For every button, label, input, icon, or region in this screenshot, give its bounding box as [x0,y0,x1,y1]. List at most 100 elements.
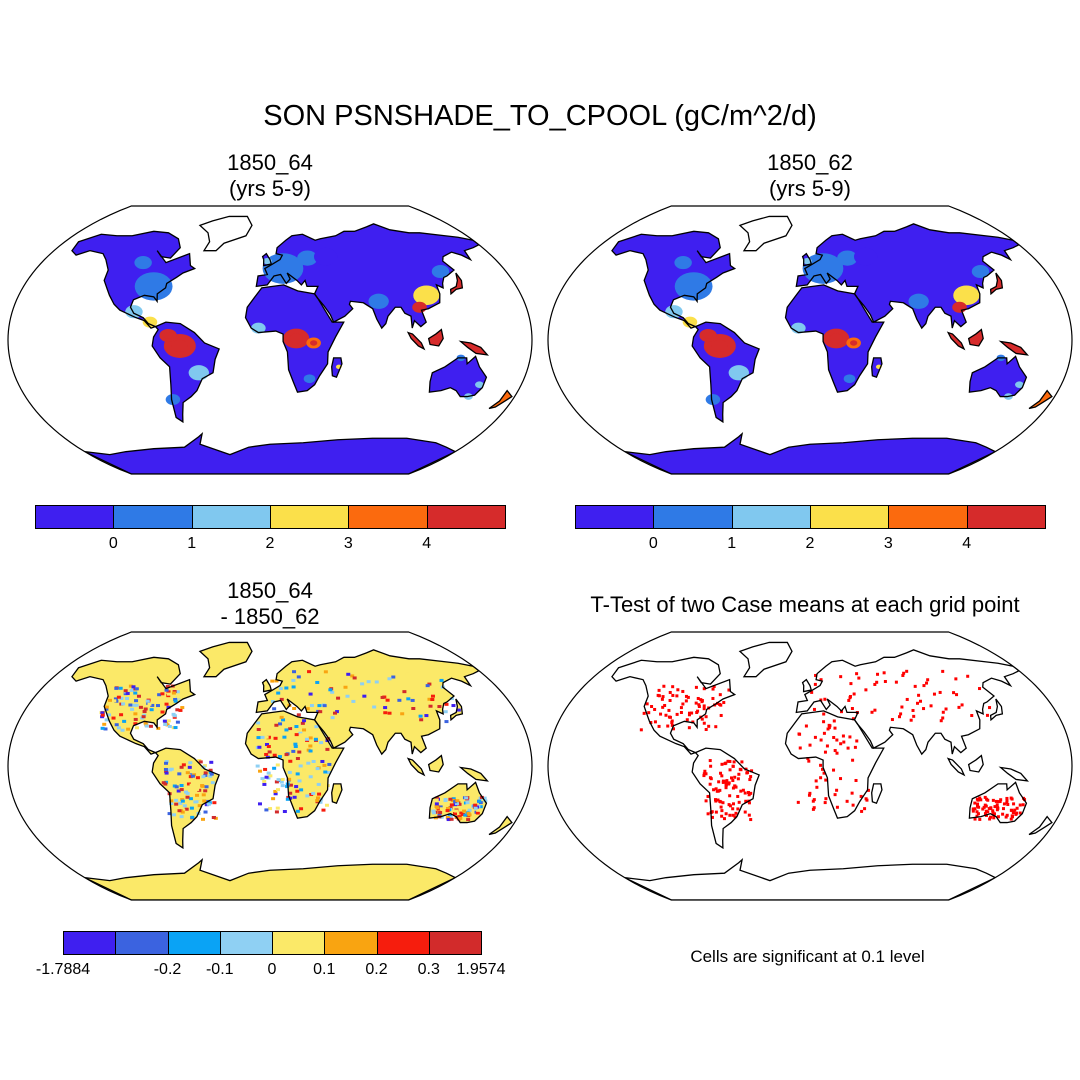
value-patch [853,247,878,266]
grid-cell [676,688,680,692]
grid-cell [321,808,326,812]
grid-cell [702,772,706,776]
grid-cell [730,776,734,780]
grid-cell [300,736,305,740]
grid-cell [1005,799,1009,803]
grid-cell [899,712,903,716]
grid-cell [708,782,712,786]
grid-cell [345,703,350,707]
colorbar-label: -0.1 [205,961,234,978]
grid-cell [308,749,313,753]
grid-cell [690,711,694,715]
grid-cell [291,749,296,753]
grid-cell [133,712,138,716]
grid-cell [719,771,723,775]
grid-cell [262,779,267,783]
grid-cell [294,785,299,789]
grid-cell [1005,796,1009,800]
map-panel-case2 [547,205,1073,475]
grid-cell [941,710,945,714]
grid-cell [804,724,808,728]
grid-cell [362,694,367,698]
grid-cell [177,772,182,776]
grid-cell [281,718,286,722]
grid-cell [823,697,827,701]
grid-cell [114,723,119,727]
grid-cell [131,685,136,689]
grid-cell [273,792,278,796]
grid-cell [859,794,863,798]
grid-cell [167,768,172,772]
grid-cell [327,762,332,766]
grid-cell [727,688,731,692]
coastline-madagascar [871,357,883,379]
value-patch [955,304,964,311]
grid-cell [733,784,737,788]
grid-cell [976,798,980,802]
coastline-britain [261,678,273,693]
grid-cell [292,670,297,674]
value-patch [802,253,844,284]
coastline-eurasia [255,223,481,330]
grid-cell [439,815,444,819]
grid-cell [736,777,740,781]
grid-cell [439,807,444,811]
grid-cell [282,735,287,739]
grid-cell [882,671,886,675]
grid-cell [807,759,811,763]
grid-cell [819,776,823,780]
map-panel-case1 [7,205,533,475]
grid-cell [271,797,276,801]
grid-cell [166,694,171,698]
grid-cell [260,777,265,781]
grid-cell [453,800,458,804]
grid-cell [306,761,311,765]
grid-cell [163,782,168,786]
grid-cell [434,796,439,800]
grid-cell [1004,815,1008,819]
grid-cell [367,673,372,677]
grid-cell [463,813,468,817]
grid-cell [297,750,302,754]
grid-cell [977,805,981,809]
grid-cell [285,797,290,801]
grid-cell [172,714,177,718]
grid-cell [808,791,812,795]
grid-cell [125,697,130,701]
grid-cell [437,705,442,709]
grid-cell [128,684,133,688]
grid-cell [177,809,182,813]
grid-cell [134,699,139,703]
value-patch [188,365,209,381]
grid-cell [434,804,439,808]
grid-cell [726,759,730,763]
grid-cell [336,696,341,700]
colorbar-swatch [966,505,1046,529]
grid-cell [292,706,297,710]
grid-cell [978,817,982,821]
value-patch [297,250,318,266]
grid-cell [174,785,179,789]
grid-cell [457,815,462,819]
grid-cell [746,790,750,794]
colorbar-label: 2 [265,535,275,552]
coastline-samerica [151,747,220,850]
grid-cell [704,727,708,731]
grid-cell [863,807,867,811]
grid-cell [994,799,998,803]
grid-cell [748,778,752,782]
grid-cell [424,714,429,718]
grid-cell [447,804,452,808]
grid-cell [722,701,726,705]
grid-cell [973,817,977,821]
grid-cell [275,747,280,751]
value-patch [837,250,858,266]
grid-cell [926,678,930,682]
grid-cell [916,701,920,705]
grid-cell [708,759,712,763]
grid-cell [832,768,836,772]
grid-cell [722,780,726,784]
grid-cell [700,717,704,721]
colorbar-swatch [888,505,968,529]
grid-cell [201,775,206,779]
